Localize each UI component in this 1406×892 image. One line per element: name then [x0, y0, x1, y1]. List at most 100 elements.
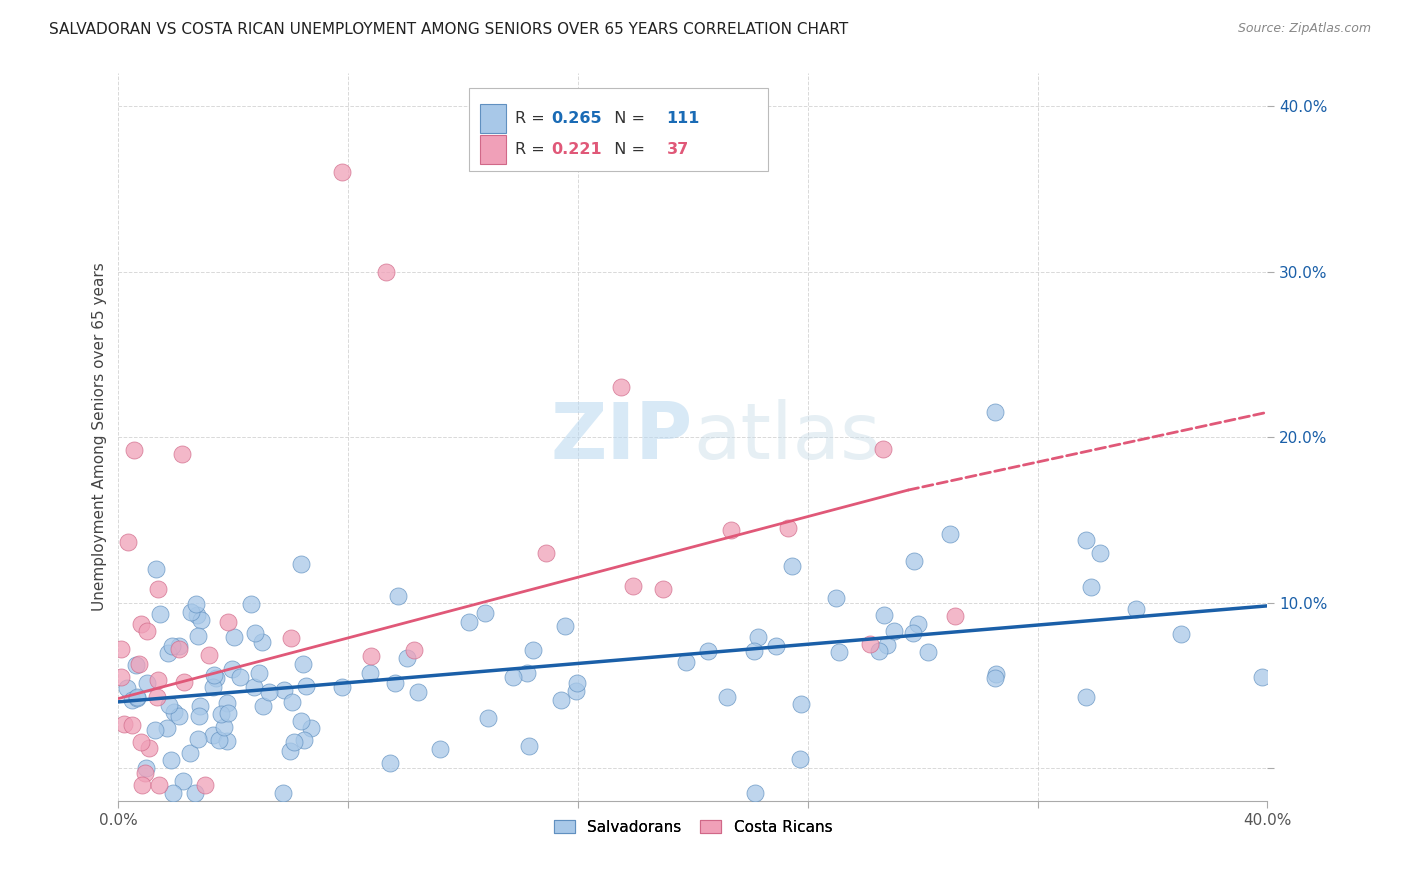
Point: [550, 692, 572, 706]
Point: [1125, 602, 1147, 616]
Point: [983, 671, 1005, 685]
Point: [170, 447, 193, 461]
Point: [217, 706, 239, 721]
Point: [167, 709, 190, 723]
Point: [280, 631, 302, 645]
Point: [387, 589, 409, 603]
Point: [187, 732, 209, 747]
Text: 0.265: 0.265: [551, 112, 602, 127]
Point: [159, 753, 181, 767]
Point: [943, 608, 966, 623]
Point: [396, 650, 419, 665]
Point: [135, 624, 157, 638]
Point: [167, 639, 190, 653]
Text: 0.221: 0.221: [551, 142, 602, 157]
Point: [167, 642, 190, 657]
Point: [290, 558, 312, 572]
Point: [188, 709, 211, 723]
Point: [149, 607, 172, 621]
Point: [271, 786, 294, 800]
Point: [765, 639, 787, 653]
Point: [179, 746, 201, 760]
Point: [129, 735, 152, 749]
Point: [778, 521, 800, 535]
Point: [217, 696, 239, 710]
Text: atlas: atlas: [693, 399, 880, 475]
Point: [173, 674, 195, 689]
Point: [983, 405, 1005, 419]
Point: [621, 579, 644, 593]
Text: 111: 111: [666, 112, 700, 127]
Point: [883, 624, 905, 638]
Point: [406, 685, 429, 699]
Point: [281, 695, 304, 709]
Point: [131, 778, 153, 792]
Point: [502, 670, 524, 684]
Point: [207, 733, 229, 747]
Point: [252, 698, 274, 713]
Point: [360, 649, 382, 664]
Point: [384, 676, 406, 690]
Point: [162, 786, 184, 800]
Point: [359, 666, 381, 681]
Point: [205, 671, 228, 685]
Point: [868, 644, 890, 658]
Point: [1074, 533, 1097, 547]
Point: [610, 380, 633, 394]
Point: [146, 582, 169, 596]
FancyBboxPatch shape: [481, 104, 506, 134]
Point: [201, 728, 224, 742]
Point: [217, 734, 239, 748]
Point: [122, 443, 145, 458]
Point: [243, 625, 266, 640]
Point: [402, 643, 425, 657]
Point: [110, 642, 132, 657]
Point: [273, 683, 295, 698]
Text: N =: N =: [605, 142, 651, 157]
Point: [917, 645, 939, 659]
Point: [876, 638, 898, 652]
Point: [517, 739, 540, 753]
Point: [184, 597, 207, 611]
Point: [184, 786, 207, 800]
Point: [229, 670, 252, 684]
Point: [278, 744, 301, 758]
Point: [283, 735, 305, 749]
Text: N =: N =: [605, 112, 651, 127]
Point: [872, 442, 894, 457]
Point: [536, 546, 558, 560]
Text: ZIP: ZIP: [551, 399, 693, 475]
Point: [134, 766, 156, 780]
Point: [222, 630, 245, 644]
Point: [198, 648, 221, 662]
Point: [825, 591, 848, 606]
Point: [125, 690, 148, 704]
Text: R =: R =: [515, 142, 550, 157]
Text: SALVADORAN VS COSTA RICAN UNEMPLOYMENT AMONG SENIORS OVER 65 YEARS CORRELATION C: SALVADORAN VS COSTA RICAN UNEMPLOYMENT A…: [49, 22, 848, 37]
Point: [186, 608, 208, 623]
Point: [135, 761, 157, 775]
Point: [157, 646, 180, 660]
Point: [565, 684, 588, 698]
Point: [1251, 670, 1274, 684]
Point: [720, 523, 742, 537]
Point: [209, 706, 232, 721]
Y-axis label: Unemployment Among Seniors over 65 years: Unemployment Among Seniors over 65 years: [93, 262, 107, 611]
Point: [190, 613, 212, 627]
Point: [138, 741, 160, 756]
Point: [157, 698, 180, 713]
Point: [121, 718, 143, 732]
Point: [212, 720, 235, 734]
Text: R =: R =: [515, 112, 550, 127]
Point: [202, 681, 225, 695]
Text: 37: 37: [666, 142, 689, 157]
Point: [780, 559, 803, 574]
Point: [128, 657, 150, 671]
Point: [374, 264, 396, 278]
Point: [1080, 580, 1102, 594]
Point: [789, 752, 811, 766]
FancyBboxPatch shape: [481, 135, 506, 164]
Point: [1170, 627, 1192, 641]
Text: Source: ZipAtlas.com: Source: ZipAtlas.com: [1237, 22, 1371, 36]
Point: [828, 644, 851, 658]
